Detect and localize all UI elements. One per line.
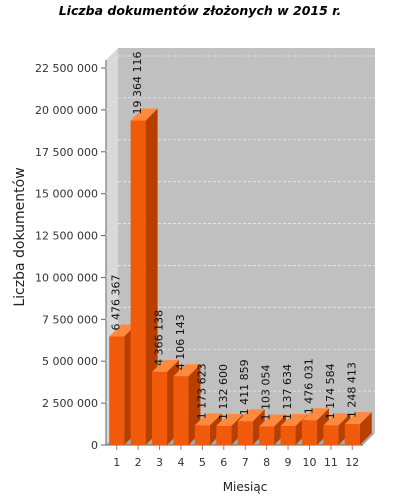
bars	[109, 108, 372, 445]
bar-side	[359, 412, 372, 445]
y-axis-title: Liczba dokumentów	[12, 167, 28, 306]
data-label: 1 103 054	[260, 365, 273, 421]
bar-7	[237, 409, 265, 445]
bar-front	[194, 425, 210, 445]
y-tick-label: 7 500 000	[42, 313, 98, 326]
chart-title: Liczba dokumentów złożonych w 2015 r.	[59, 3, 342, 18]
bar-front	[216, 426, 232, 445]
bar-side	[209, 413, 222, 445]
gridline-diagonal	[105, 265, 119, 278]
y-tick-label: 22 500 000	[35, 62, 98, 75]
bar-8	[259, 414, 287, 445]
x-tick-label: 9	[285, 456, 292, 469]
x-tick-label: 3	[156, 456, 163, 469]
y-axis: 0 2 500 000 5 000 000 7 500 000 10 000 000 12…	[35, 62, 106, 452]
bar-11	[323, 413, 351, 445]
bar-side	[274, 414, 287, 445]
data-label: 19 364 116	[131, 52, 144, 115]
bar-side	[145, 108, 158, 445]
gridline-diagonal	[105, 181, 119, 194]
bar-top	[323, 413, 351, 426]
bar-top	[109, 324, 137, 337]
x-axis-title: Miesiąc	[223, 480, 268, 494]
x-tick-label: 1	[113, 456, 120, 469]
gridline-diagonal	[105, 139, 119, 153]
bar-top	[194, 413, 222, 426]
x-tick-label: 12	[345, 456, 359, 469]
bar-top	[344, 412, 372, 425]
bar-top	[237, 409, 265, 422]
x-tick-label: 4	[177, 456, 184, 469]
y-tick-label: 17 500 000	[35, 146, 98, 159]
bar-front	[109, 336, 125, 445]
bar-12	[344, 412, 372, 445]
bar-top	[280, 413, 308, 426]
x-tick-label: 7	[242, 456, 249, 469]
y-tick-label: 12 500 000	[35, 230, 98, 243]
bar-front	[344, 424, 360, 445]
gridline-diagonal	[105, 97, 119, 111]
x-tick-label: 6	[220, 456, 227, 469]
x-tick-label: 11	[324, 456, 338, 469]
gridline-diagonal	[105, 223, 119, 236]
bar-front	[301, 420, 317, 445]
bar-top	[301, 408, 329, 421]
data-label: 4 106 143	[174, 314, 187, 370]
bar-5	[194, 413, 222, 445]
y-tick-label: 15 000 000	[35, 188, 98, 201]
data-label: 1 174 584	[324, 363, 337, 419]
data-label: 1 248 413	[345, 362, 358, 418]
x-axis: 1 2 3 4 5 6 7 8 9 10 11 12	[113, 445, 359, 469]
y-tick-label: 5 000 000	[42, 355, 98, 368]
bar-front	[173, 376, 189, 445]
data-label: 1 137 634	[281, 364, 294, 420]
bar-front	[152, 371, 168, 445]
bar-top	[216, 414, 244, 427]
bar-front	[130, 120, 146, 445]
x-tick-label: 2	[135, 456, 142, 469]
data-labels: 6 476 367 19 364 116 4 366 138 4 106 143 1 1…	[110, 52, 359, 421]
bar-side	[252, 409, 265, 445]
gridline-diagonal	[105, 55, 119, 69]
bar-6	[216, 414, 244, 445]
y-tick-label: 2 500 000	[42, 397, 98, 410]
x-tick-label: 10	[302, 456, 316, 469]
bar-top	[130, 108, 158, 121]
gridline-diagonal	[105, 348, 119, 362]
bar-front	[323, 425, 339, 445]
bar-top	[173, 364, 201, 377]
data-label: 4 366 138	[153, 310, 166, 366]
gridline-diagonal	[105, 390, 119, 404]
bar-top	[259, 414, 287, 427]
y-tick-label: 20 000 000	[35, 104, 98, 117]
x-tick-label: 5	[199, 456, 206, 469]
bar-2	[130, 108, 158, 445]
y-tick-label: 10 000 000	[35, 271, 98, 284]
data-label: 1 476 031	[302, 358, 315, 414]
data-label: 6 476 367	[110, 275, 123, 331]
data-label: 1 173 623	[195, 363, 208, 419]
gridline-diagonal	[105, 307, 119, 320]
bar-front	[237, 421, 253, 445]
y-tick-label: 0	[91, 439, 98, 452]
bar-top	[152, 359, 180, 372]
bar-front	[259, 426, 275, 445]
bar-side	[338, 413, 351, 445]
data-label: 1 132 600	[217, 364, 230, 420]
bar-front	[280, 425, 296, 445]
x-tick-label: 8	[263, 456, 270, 469]
data-label: 1 411 859	[238, 359, 251, 415]
